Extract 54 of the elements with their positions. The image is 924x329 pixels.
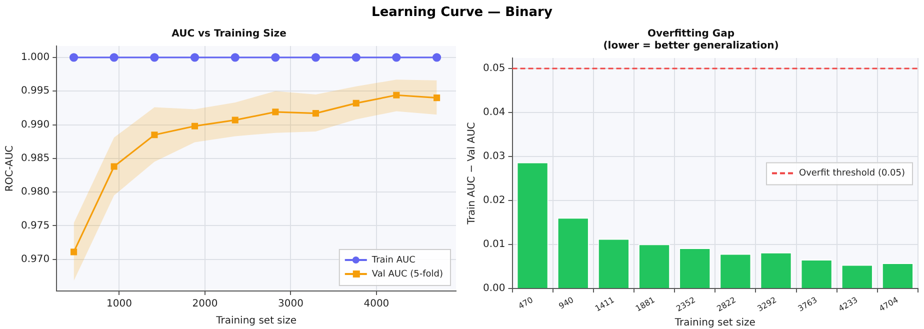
point — [151, 132, 158, 138]
x-axis-title: Training set size — [215, 316, 297, 327]
point — [271, 53, 280, 62]
y-tick-label: 0.990 — [20, 119, 50, 130]
point — [352, 100, 360, 106]
y-tick-label: 0.05 — [483, 63, 506, 74]
y-axis-title: Train AUC − Val AUC — [466, 122, 478, 226]
x-tick-label: 1881 — [634, 295, 656, 314]
x-tick-label: 940 — [557, 295, 576, 311]
point — [191, 122, 198, 130]
legend-label: Val AUC (5-fold) — [372, 269, 443, 280]
point — [70, 248, 78, 256]
y-tick-label: 0.975 — [20, 220, 50, 232]
x-tick-label: 470 — [516, 295, 535, 311]
x-tick-label: 2000 — [192, 298, 218, 310]
point — [312, 110, 320, 117]
x-tick-label: 1000 — [106, 298, 132, 310]
point — [272, 108, 279, 116]
point — [311, 53, 320, 62]
y-tick-label: 0.01 — [483, 239, 506, 250]
point — [230, 53, 240, 62]
point — [110, 163, 118, 170]
x-tick-label: 3000 — [278, 298, 304, 310]
point — [150, 53, 159, 62]
chart-title: AUC vs Training Size — [172, 28, 287, 40]
y-tick-label: 0.985 — [20, 153, 50, 164]
x-tick-label: 4704 — [878, 295, 900, 314]
point — [110, 53, 118, 62]
y-tick-label: 0.02 — [483, 195, 506, 206]
point — [352, 53, 360, 62]
point — [392, 53, 401, 62]
legend-label: Train AUC — [370, 255, 416, 266]
y-tick-label: 0.980 — [20, 186, 50, 198]
point — [434, 94, 440, 102]
legend-label: Overfit threshold (0.05) — [798, 168, 905, 179]
x-axis-title: Training set size — [674, 318, 756, 329]
y-tick-label: 0.03 — [483, 151, 506, 162]
point — [190, 53, 200, 62]
point — [393, 92, 400, 98]
y-tick-label: 0.970 — [20, 254, 50, 265]
point — [232, 116, 238, 124]
y-axis-title: ROC-AUC — [4, 145, 16, 192]
y-tick-label: 0.995 — [20, 86, 50, 97]
point — [432, 53, 442, 62]
y-tick-label: 0.00 — [483, 283, 506, 294]
chart-title: Overfitting Gap — [647, 28, 735, 40]
point — [69, 53, 78, 62]
y-tick-label: 0.04 — [483, 107, 506, 118]
x-tick-label: 1411 — [594, 295, 616, 314]
x-tick-label: 4233 — [837, 295, 860, 314]
x-tick-label: 4000 — [364, 298, 390, 310]
y-tick-label: 1.000 — [20, 52, 50, 64]
text: Learning Curve — Binary — [370, 4, 554, 22]
chart-subtitle: (lower = better generalization) — [603, 40, 779, 52]
